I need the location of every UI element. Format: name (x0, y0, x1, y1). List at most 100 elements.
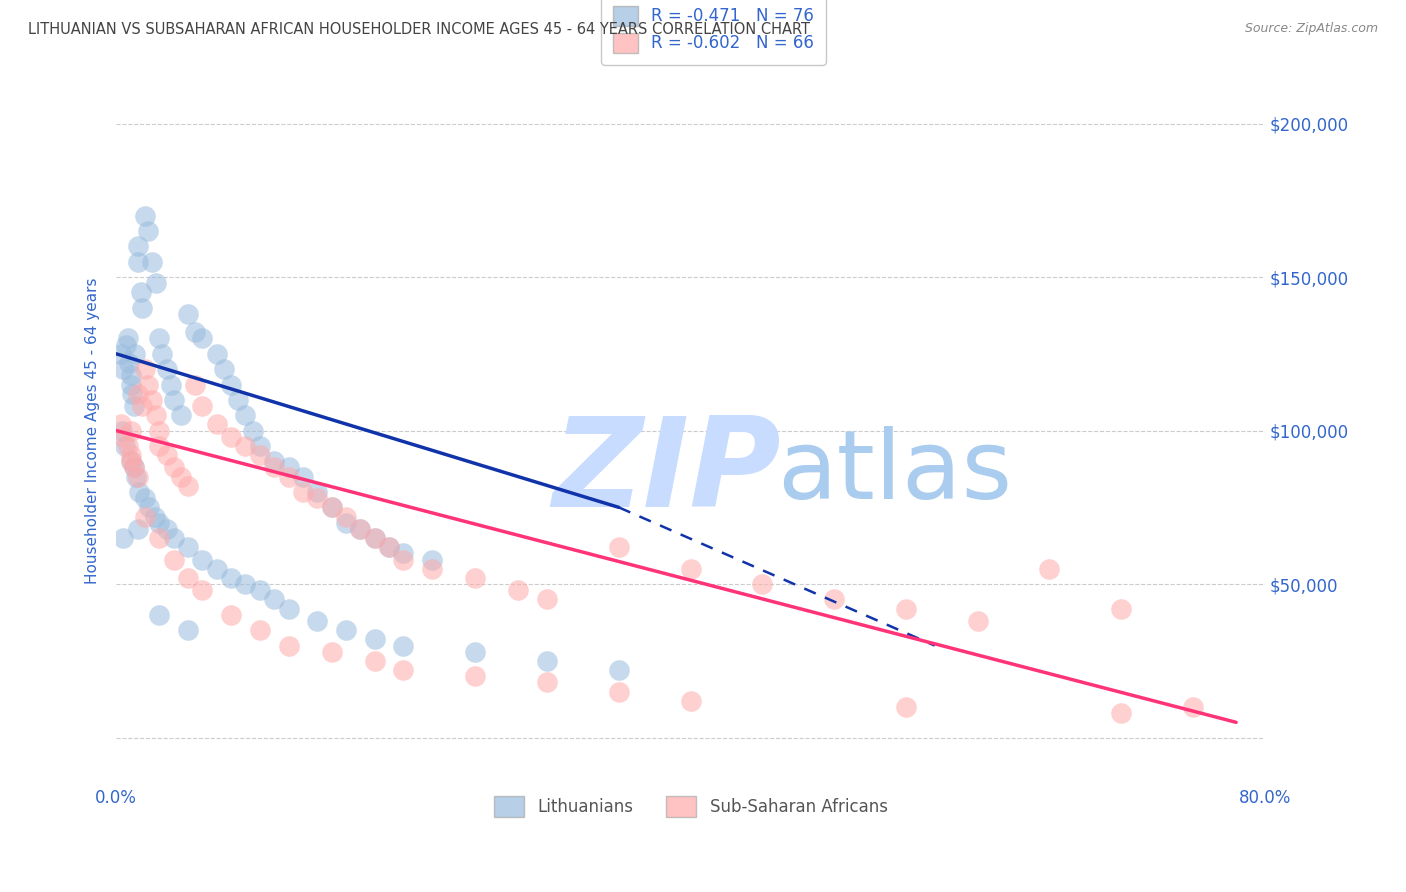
Point (120, 454, 142, 468)
Point (823, 592, 845, 607)
Point (122, 399, 145, 413)
Point (263, 592, 285, 607)
Point (110, 417, 132, 432)
Point (263, 454, 285, 468)
Point (392, 639, 415, 653)
Point (163, 552, 186, 566)
Point (112, 531, 135, 545)
Text: Source: ZipAtlas.com: Source: ZipAtlas.com (1244, 22, 1378, 36)
Point (536, 654, 558, 668)
Point (378, 541, 401, 555)
Point (159, 377, 181, 392)
Point (134, 209, 156, 223)
Point (127, 239, 149, 253)
Point (1038, 562, 1060, 576)
Point (131, 399, 153, 413)
Point (163, 531, 186, 545)
Point (117, 331, 139, 345)
Point (148, 439, 170, 453)
Point (124, 347, 146, 361)
Point (235, 439, 257, 453)
Point (363, 632, 385, 647)
Point (277, 469, 299, 483)
Point (148, 516, 170, 530)
Point (117, 439, 139, 453)
Point (136, 224, 159, 238)
Point (249, 623, 271, 637)
Point (177, 307, 200, 321)
Text: atlas: atlas (776, 426, 1012, 519)
Point (363, 654, 385, 668)
Point (177, 623, 200, 637)
Point (536, 592, 558, 607)
Point (235, 577, 257, 591)
Text: ZIP: ZIP (553, 412, 782, 533)
Point (291, 485, 314, 500)
Point (335, 516, 357, 530)
Point (378, 541, 401, 555)
Point (307, 491, 329, 505)
Point (205, 347, 228, 361)
Point (155, 522, 177, 536)
Point (1182, 700, 1205, 714)
Point (420, 562, 443, 576)
Point (155, 362, 177, 376)
Point (127, 522, 149, 536)
Point (363, 531, 385, 545)
Point (129, 285, 152, 300)
Point (363, 531, 385, 545)
Point (607, 684, 630, 698)
Point (966, 614, 988, 628)
Point (894, 601, 917, 615)
Point (191, 583, 214, 598)
Point (134, 362, 156, 376)
Point (420, 552, 443, 566)
Point (464, 669, 486, 683)
Point (115, 337, 138, 351)
Point (349, 522, 371, 536)
Point (134, 491, 156, 505)
Point (163, 392, 186, 407)
Point (191, 399, 214, 413)
Point (143, 509, 166, 524)
Point (464, 645, 486, 659)
Point (335, 623, 357, 637)
Point (120, 377, 142, 392)
Point (127, 469, 149, 483)
Point (128, 485, 150, 500)
Point (307, 614, 329, 628)
Point (249, 448, 271, 462)
Point (120, 368, 142, 383)
Point (177, 541, 200, 555)
Point (894, 700, 917, 714)
Point (321, 500, 343, 515)
Point (138, 500, 160, 515)
Point (508, 583, 530, 598)
Point (120, 448, 142, 462)
Point (118, 356, 141, 370)
Point (751, 577, 773, 591)
Point (205, 417, 228, 432)
Point (110, 347, 132, 361)
Point (131, 301, 153, 315)
Point (219, 571, 242, 585)
Point (134, 509, 156, 524)
Point (148, 607, 170, 622)
Point (177, 479, 200, 493)
Point (127, 254, 149, 268)
Point (212, 362, 235, 376)
Point (249, 583, 271, 598)
Point (277, 601, 299, 615)
Point (277, 639, 299, 653)
Point (321, 645, 343, 659)
Point (148, 531, 170, 545)
Point (122, 460, 145, 475)
Point (321, 500, 343, 515)
Point (392, 546, 415, 560)
Point (242, 424, 264, 438)
Point (170, 469, 193, 483)
Legend: Lithuanians, Sub-Saharan Africans: Lithuanians, Sub-Saharan Africans (485, 788, 896, 825)
Point (120, 424, 142, 438)
Point (148, 331, 170, 345)
Point (122, 460, 145, 475)
